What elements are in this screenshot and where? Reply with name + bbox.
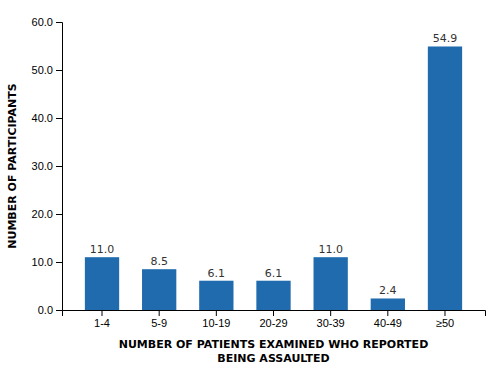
- y-axis: 0.0 10.0 20.0 30.0 40.0 50.0 60.0: [32, 16, 63, 316]
- x-tick: 30-39: [317, 310, 345, 329]
- chart: 1-4 5-9 10-19 20-29 30-39 40-49 ≥50 0.0 10.0 20.0…: [0, 0, 500, 382]
- y-tick: 50.0: [32, 64, 62, 76]
- x-tick-mark: [444, 310, 445, 316]
- y-tick-mark: [56, 22, 62, 23]
- data-label: 11.0: [90, 243, 115, 256]
- y-tick: 0.0: [38, 304, 62, 316]
- y-tick-label: 10.0: [32, 256, 53, 268]
- bar: [199, 281, 233, 310]
- data-label: 11.0: [318, 243, 343, 256]
- x-tick: 10-19: [202, 310, 230, 329]
- x-tick-label: 1-4: [94, 317, 110, 329]
- x-axis: 1-4 5-9 10-19 20-29 30-39 40-49 ≥50: [63, 310, 486, 329]
- data-label: 6.1: [208, 267, 226, 280]
- y-axis-title: NUMBER OF PARTICIPANTS: [6, 83, 19, 249]
- bar: [85, 257, 119, 310]
- y-axis-line: [56, 23, 63, 311]
- data-labels: 11.0 8.5 6.1 6.1 11.0 2.4 54.9: [90, 32, 457, 297]
- y-tick-mark: [56, 310, 62, 311]
- x-axis-line: [63, 311, 486, 317]
- bars: [85, 46, 462, 310]
- y-tick: 30.0: [32, 160, 62, 172]
- x-tick-mark: [330, 310, 331, 316]
- x-tick-label: 20-29: [259, 317, 287, 329]
- x-tick-label: 10-19: [202, 317, 230, 329]
- y-tick-label: 40.0: [32, 112, 53, 124]
- x-tick-mark: [273, 310, 274, 316]
- x-axis-title: NUMBER OF PATIENTS EXAMINED WHO REPORTED…: [119, 338, 429, 365]
- plot-area: 1-4 5-9 10-19 20-29 30-39 40-49 ≥50 0.0 10.0 20.0…: [32, 16, 486, 329]
- x-tick-mark: [387, 310, 388, 316]
- y-tick: 20.0: [32, 208, 62, 220]
- data-label: 6.1: [265, 267, 283, 280]
- x-tick-mark: [159, 310, 160, 316]
- bar: [256, 281, 290, 310]
- y-tick: 10.0: [32, 256, 62, 268]
- x-tick-label: 40-49: [374, 317, 402, 329]
- y-tick-label: 50.0: [32, 64, 53, 76]
- y-tick-mark: [56, 262, 62, 263]
- x-tick: 5-9: [151, 310, 167, 329]
- x-tick: 1-4: [94, 310, 110, 329]
- y-tick-label: 60.0: [32, 16, 53, 28]
- bar: [371, 298, 405, 310]
- x-tick-mark: [216, 310, 217, 316]
- y-tick-label: 20.0: [32, 208, 53, 220]
- y-tick-mark: [56, 214, 62, 215]
- bar: [142, 269, 176, 310]
- x-tick: 20-29: [259, 310, 287, 329]
- bar: [428, 46, 462, 310]
- y-tick-label: 30.0: [32, 160, 53, 172]
- y-tick: 40.0: [32, 112, 62, 124]
- y-tick: 60.0: [32, 16, 62, 28]
- data-label: 2.4: [379, 284, 397, 297]
- x-tick-label: 5-9: [151, 317, 167, 329]
- x-tick-label: 30-39: [317, 317, 345, 329]
- data-label: 8.5: [150, 255, 168, 268]
- y-tick-mark: [56, 70, 62, 71]
- data-label: 54.9: [433, 32, 458, 45]
- x-tick-label: ≥50: [436, 317, 454, 329]
- y-tick-label: 0.0: [38, 304, 53, 316]
- x-tick-mark: [102, 310, 103, 316]
- bar: [314, 257, 348, 310]
- x-tick: 40-49: [374, 310, 402, 329]
- y-tick-mark: [56, 166, 62, 167]
- x-tick: ≥50: [436, 310, 454, 329]
- y-tick-mark: [56, 118, 62, 119]
